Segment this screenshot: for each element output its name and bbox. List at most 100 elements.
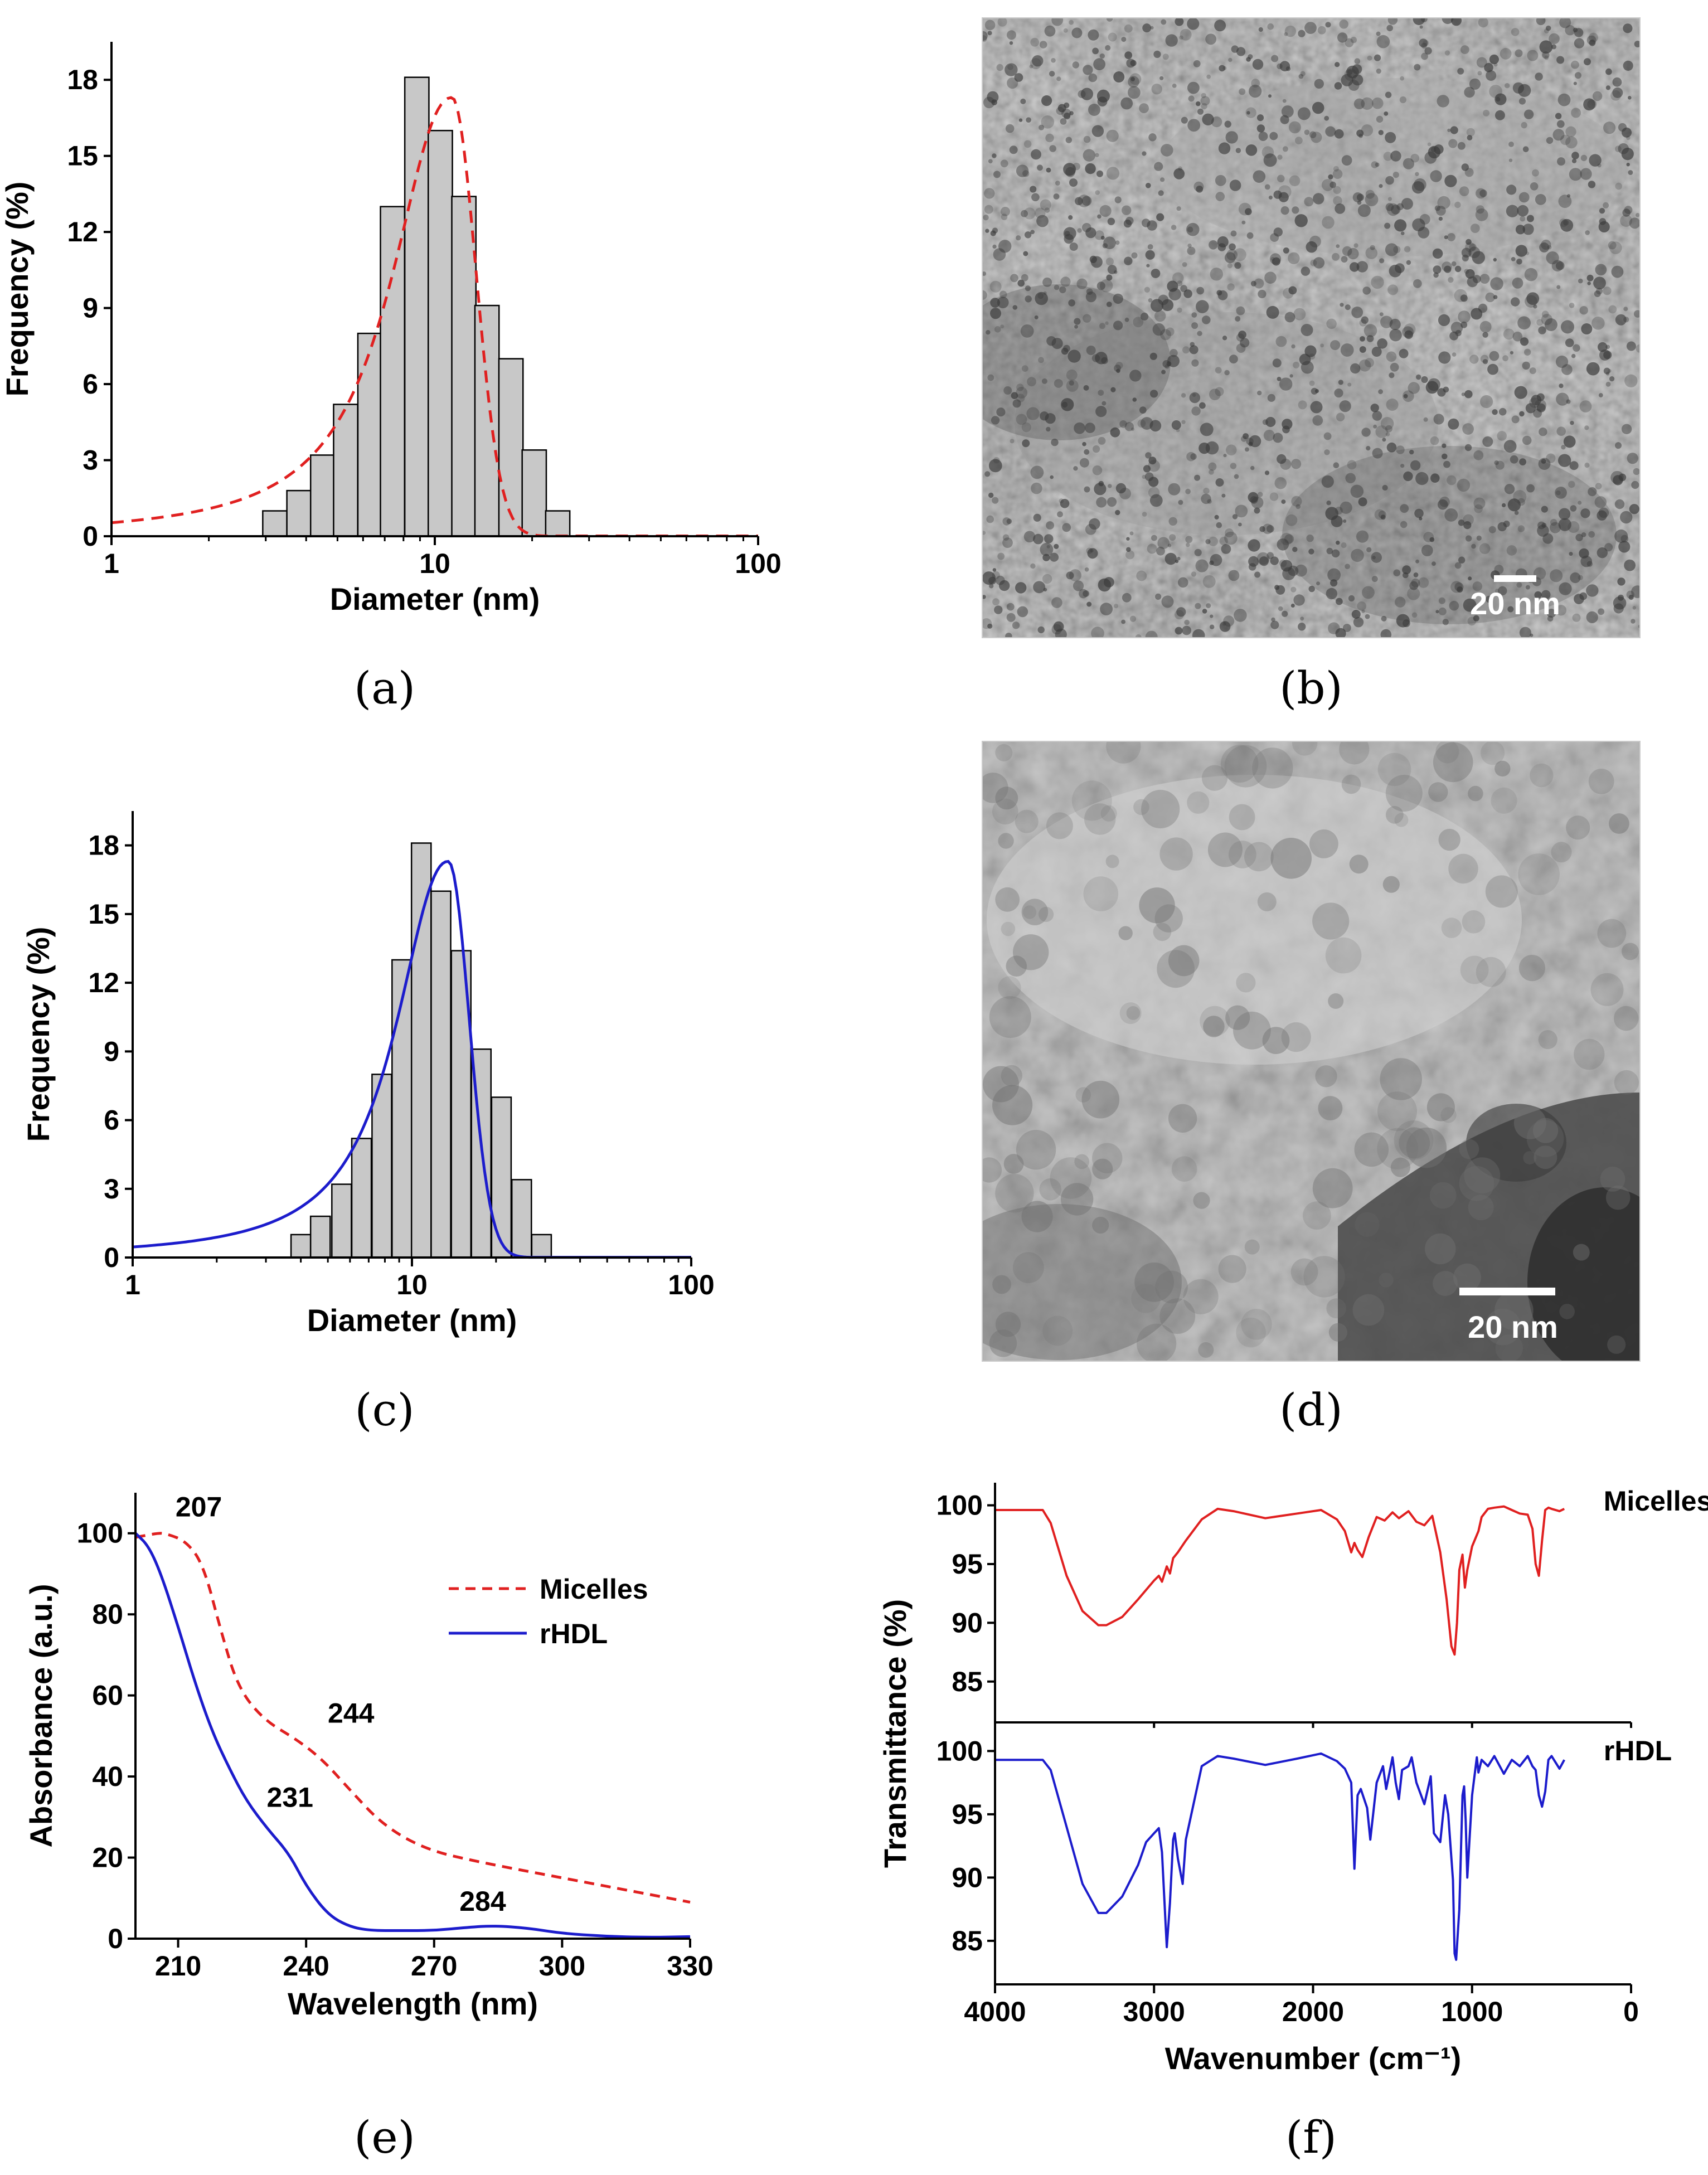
- particle: [1371, 552, 1382, 563]
- particle: [1217, 243, 1226, 251]
- particle: [1332, 169, 1343, 179]
- series-label-micelles: Micelles: [1604, 1485, 1708, 1517]
- particle: [1202, 609, 1207, 614]
- particle: [1223, 615, 1235, 627]
- particle: [1377, 1128, 1419, 1169]
- particle: [1626, 135, 1631, 140]
- particle: [1622, 943, 1639, 960]
- particle: [1594, 496, 1607, 508]
- particle: [1476, 535, 1482, 541]
- particle: [1244, 842, 1274, 872]
- particle: [1382, 484, 1388, 491]
- bar-a: [262, 510, 288, 537]
- particle: [1243, 433, 1249, 439]
- particle: [1506, 545, 1517, 556]
- particle: [1384, 222, 1391, 229]
- annotation-244: 244: [328, 1698, 375, 1729]
- particle: [1498, 586, 1507, 596]
- caption-e: (e): [354, 2111, 415, 2163]
- particle: [1532, 169, 1539, 177]
- particle: [1209, 560, 1214, 565]
- particle: [1341, 256, 1348, 263]
- particle: [1377, 338, 1387, 349]
- particle: [1612, 77, 1622, 87]
- xtick-label-f: 2000: [1282, 1996, 1344, 2027]
- particle: [1539, 40, 1553, 54]
- particle: [1030, 37, 1040, 47]
- particle: [1468, 1195, 1494, 1221]
- particle: [1570, 505, 1577, 512]
- particle: [1210, 624, 1215, 629]
- particle: [1182, 625, 1192, 635]
- particle: [1526, 484, 1535, 493]
- particle: [1403, 394, 1408, 399]
- particle: [1357, 200, 1362, 205]
- particle: [1578, 278, 1583, 284]
- particle: [1628, 594, 1634, 600]
- particle: [1367, 55, 1372, 61]
- particle: [1603, 287, 1612, 295]
- particle: [1570, 572, 1581, 584]
- particle: [1347, 382, 1352, 387]
- particle: [1063, 163, 1076, 176]
- particle: [1153, 50, 1161, 58]
- particle: [1566, 194, 1571, 198]
- particle: [1054, 284, 1060, 290]
- particle: [1517, 525, 1525, 532]
- particle: [1459, 186, 1469, 196]
- particle: [1424, 151, 1437, 164]
- particle: [1147, 220, 1157, 231]
- particle: [1233, 1011, 1271, 1050]
- particle: [1060, 499, 1070, 508]
- particle: [1345, 304, 1351, 310]
- particle: [1267, 23, 1274, 30]
- particle: [1068, 299, 1075, 307]
- particle: [1234, 262, 1241, 269]
- particle: [1245, 447, 1249, 452]
- particle: [1313, 193, 1324, 205]
- particle: [1535, 72, 1543, 81]
- particle: [1161, 299, 1174, 312]
- particle: [1593, 276, 1606, 290]
- particle: [1235, 148, 1241, 153]
- particle: [1279, 377, 1293, 391]
- particle: [1021, 274, 1028, 281]
- particle: [1423, 417, 1428, 422]
- particle: [1341, 74, 1353, 86]
- particle: [1386, 351, 1397, 362]
- particle: [1409, 581, 1419, 590]
- particle: [1541, 314, 1552, 326]
- particle: [1432, 561, 1436, 566]
- particle: [1485, 875, 1518, 908]
- particle: [1197, 331, 1202, 336]
- particle: [1030, 465, 1044, 479]
- particle: [1350, 36, 1357, 43]
- particle: [1092, 47, 1099, 55]
- particle: [1228, 57, 1233, 62]
- particle: [1454, 562, 1462, 569]
- particle: [1265, 416, 1276, 428]
- particle: [1225, 1005, 1250, 1030]
- particle: [1290, 604, 1295, 608]
- particle: [1200, 1006, 1230, 1036]
- ytick-label-e: 40: [92, 1761, 123, 1792]
- particle: [1041, 115, 1055, 129]
- particle: [1022, 439, 1030, 448]
- particle: [1488, 526, 1496, 533]
- particle: [1355, 1212, 1380, 1237]
- particle: [1292, 547, 1298, 552]
- particle: [1471, 543, 1476, 549]
- particle: [1415, 559, 1419, 564]
- particle: [1069, 380, 1074, 386]
- particle: [1063, 28, 1068, 33]
- particle: [983, 1066, 1019, 1103]
- particle: [1579, 306, 1588, 315]
- particle: [1282, 610, 1288, 617]
- particle: [1126, 1006, 1141, 1020]
- ytick-label-c: 15: [88, 899, 119, 930]
- particle: [1522, 435, 1532, 445]
- particle: [1340, 501, 1352, 514]
- particle: [1354, 1132, 1389, 1167]
- particle: [1448, 139, 1458, 148]
